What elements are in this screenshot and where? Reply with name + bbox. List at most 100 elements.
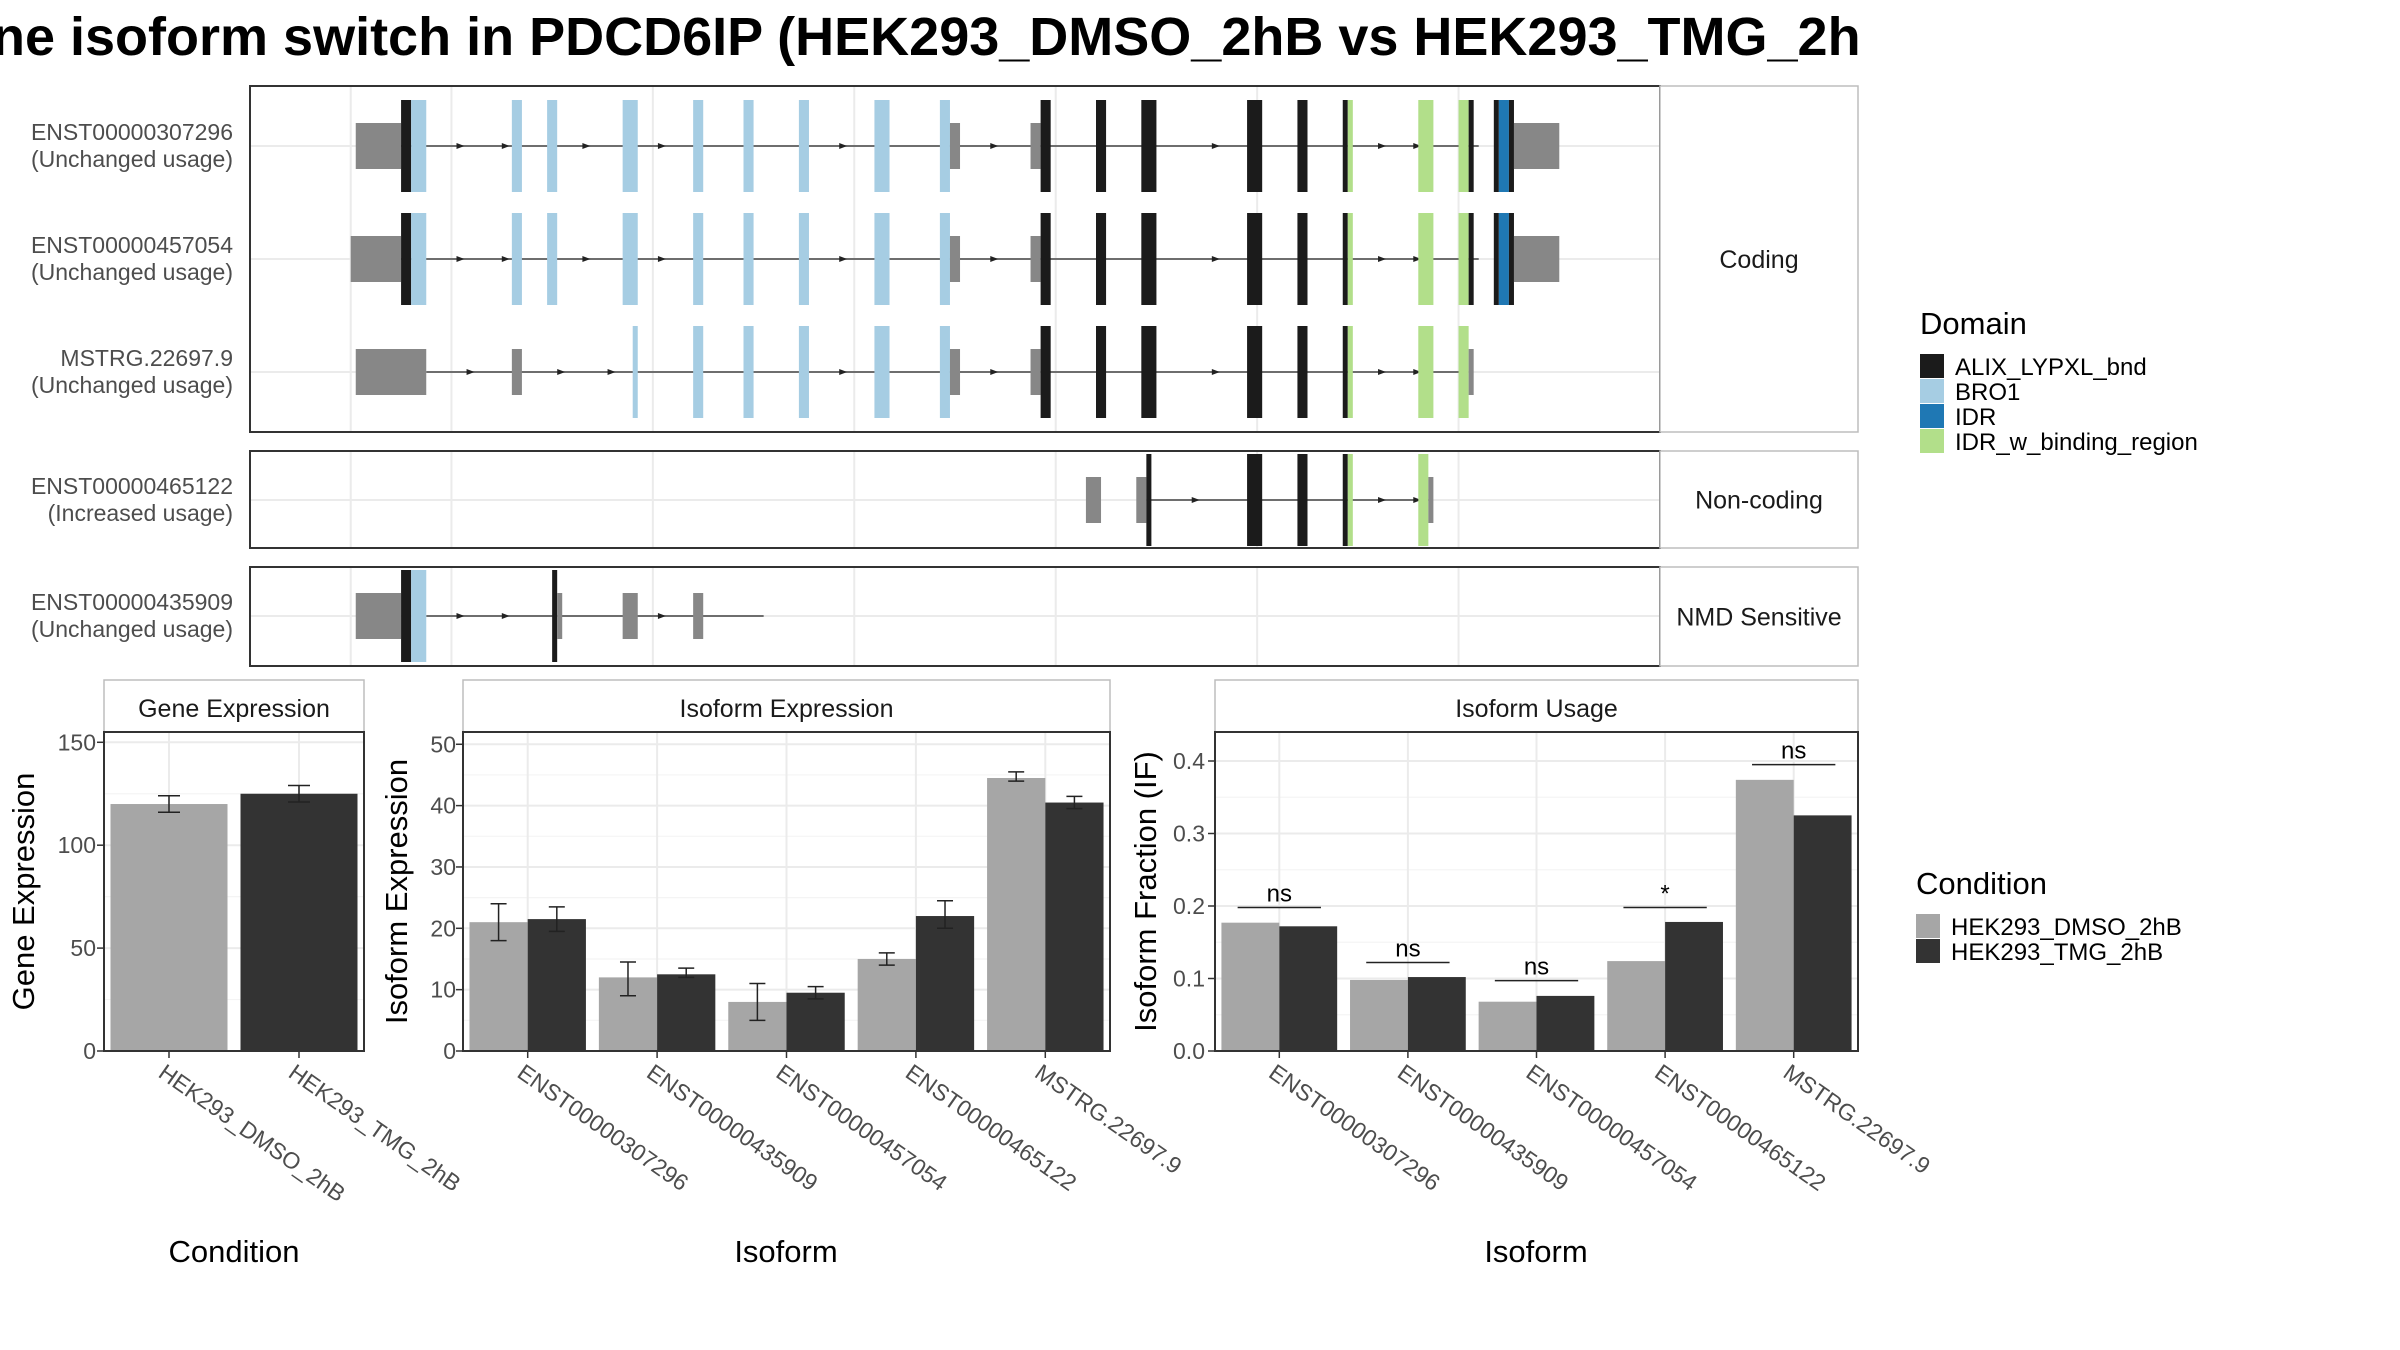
exon-IDR <box>1498 213 1509 305</box>
bar <box>1793 815 1852 1051</box>
bar <box>527 919 586 1051</box>
bar <box>1536 995 1595 1051</box>
usage-label: (Unchanged usage) <box>31 372 233 398</box>
exon-BRO1 <box>874 100 890 192</box>
utr-block <box>949 123 961 169</box>
utr-block <box>355 123 402 169</box>
significance-label: * <box>1660 880 1669 907</box>
exon-ALIX_LYPXL_bnd <box>1493 100 1499 192</box>
usage-label: (Unchanged usage) <box>31 259 233 285</box>
y-tick-label: 0 <box>83 1038 96 1064</box>
y-tick-label: 0 <box>443 1038 456 1064</box>
exon-BRO1 <box>693 100 704 192</box>
isoform-label: ENST00000435909 <box>31 589 233 615</box>
legend-title: Domain <box>1920 306 2027 341</box>
bar <box>915 916 975 1051</box>
bar <box>469 922 528 1051</box>
bar <box>657 974 716 1051</box>
exon-ALIX_LYPXL_bnd <box>1146 454 1152 546</box>
facet-label: Non-coding <box>1695 487 1823 515</box>
legend-label: HEK293_TMG_2hB <box>1951 939 2163 966</box>
exon-ALIX_LYPXL_bnd <box>1297 213 1308 305</box>
exon-ALIX_LYPXL_bnd <box>1096 100 1107 192</box>
legends: Domain ALIX_LYPXL_bndBRO1IDRIDR_w_binding… <box>1916 306 2198 966</box>
exon-ALIX_LYPXL_bnd <box>552 570 558 662</box>
exon-IDR_w_binding_region <box>1347 326 1353 418</box>
exon-BRO1 <box>874 213 890 305</box>
significance-label: ns <box>1395 936 1420 963</box>
exon-BRO1 <box>632 326 638 418</box>
exon-ALIX_LYPXL_bnd <box>1342 100 1348 192</box>
bar <box>1607 961 1666 1051</box>
legend-key <box>1916 914 1940 938</box>
exon-ALIX_LYPXL_bnd <box>1508 100 1514 192</box>
bar <box>987 778 1046 1051</box>
strand-arrow <box>657 143 666 149</box>
y-axis-title: Gene Expression <box>6 773 41 1011</box>
bar <box>240 793 358 1051</box>
exon-BRO1 <box>547 213 558 305</box>
utr-block <box>1513 236 1560 282</box>
y-tick-label: 150 <box>58 729 96 755</box>
strand-arrow <box>1211 256 1220 262</box>
domain-legend: Domain ALIX_LYPXL_bndBRO1IDRIDR_w_binding… <box>1920 306 2198 456</box>
exon-ALIX_LYPXL_bnd <box>1040 213 1051 305</box>
facet-strip <box>1659 566 1859 667</box>
exon-ALIX_LYPXL_bnd <box>1342 454 1348 546</box>
strand-arrow <box>456 143 465 149</box>
strand-arrow <box>456 613 465 619</box>
exon-ALIX_LYPXL_bnd <box>1508 213 1514 305</box>
strand-arrow <box>582 143 591 149</box>
exon-IDR_w_binding_region <box>1418 100 1434 192</box>
panel-strip <box>462 679 1111 733</box>
strand-arrow <box>1211 143 1220 149</box>
exon-ALIX_LYPXL_bnd <box>1468 100 1474 192</box>
utr-block <box>355 349 427 395</box>
x-axis-title: Isoform <box>1484 1234 1587 1269</box>
facet-strip <box>1659 85 1859 433</box>
legend-label: HEK293_DMSO_2hB <box>1951 914 2182 941</box>
legend-title: Condition <box>1916 866 2047 901</box>
y-axis-title: Isoform Fraction (IF) <box>1128 751 1163 1032</box>
exon-BRO1 <box>939 100 950 192</box>
exon-ALIX_LYPXL_bnd <box>1040 100 1051 192</box>
strand-arrow <box>501 143 510 149</box>
exon-BRO1 <box>511 100 522 192</box>
panel-strip <box>1214 679 1859 733</box>
exon-BRO1 <box>798 100 809 192</box>
significance-label: ns <box>1267 880 1292 907</box>
exon-BRO1 <box>511 213 522 305</box>
exon-BRO1 <box>622 213 638 305</box>
strand-arrow <box>657 613 666 619</box>
usage-label: (Increased usage) <box>48 500 233 526</box>
bar <box>786 992 845 1051</box>
y-tick-label: 0.0 <box>1173 1038 1205 1064</box>
y-tick-label: 10 <box>430 977 456 1003</box>
utr-block <box>1030 123 1041 169</box>
strand-arrow <box>1413 369 1422 375</box>
exon-ALIX_LYPXL_bnd <box>1247 213 1263 305</box>
strand-arrow <box>1413 256 1422 262</box>
utr-block <box>557 593 563 639</box>
bar <box>857 958 916 1051</box>
y-axis-title: Isoform Expression <box>379 759 414 1024</box>
exon-IDR_w_binding_region <box>1458 100 1469 192</box>
panel-strip-title: Isoform Expression <box>680 695 894 723</box>
exon-ALIX_LYPXL_bnd <box>1342 326 1348 418</box>
strand-arrow <box>839 369 848 375</box>
bar <box>1665 921 1723 1051</box>
exon-ALIX_LYPXL_bnd <box>1297 326 1308 418</box>
isoform-label: ENST00000307296 <box>31 119 233 145</box>
strand-arrow <box>990 256 999 262</box>
isoform-structure-panels: ENST00000307296(Unchanged usage)ENST0000… <box>31 85 1859 667</box>
isoform-track <box>1085 454 1434 546</box>
utr-block <box>1136 477 1147 523</box>
exon-BRO1 <box>411 213 427 305</box>
exon-IDR <box>1498 100 1509 192</box>
isoform-label: ENST00000457054 <box>31 232 233 258</box>
panel-strip <box>103 679 365 733</box>
strand-arrow <box>501 613 510 619</box>
y-tick-label: 0.1 <box>1173 966 1205 992</box>
isoform-track <box>355 100 1560 192</box>
